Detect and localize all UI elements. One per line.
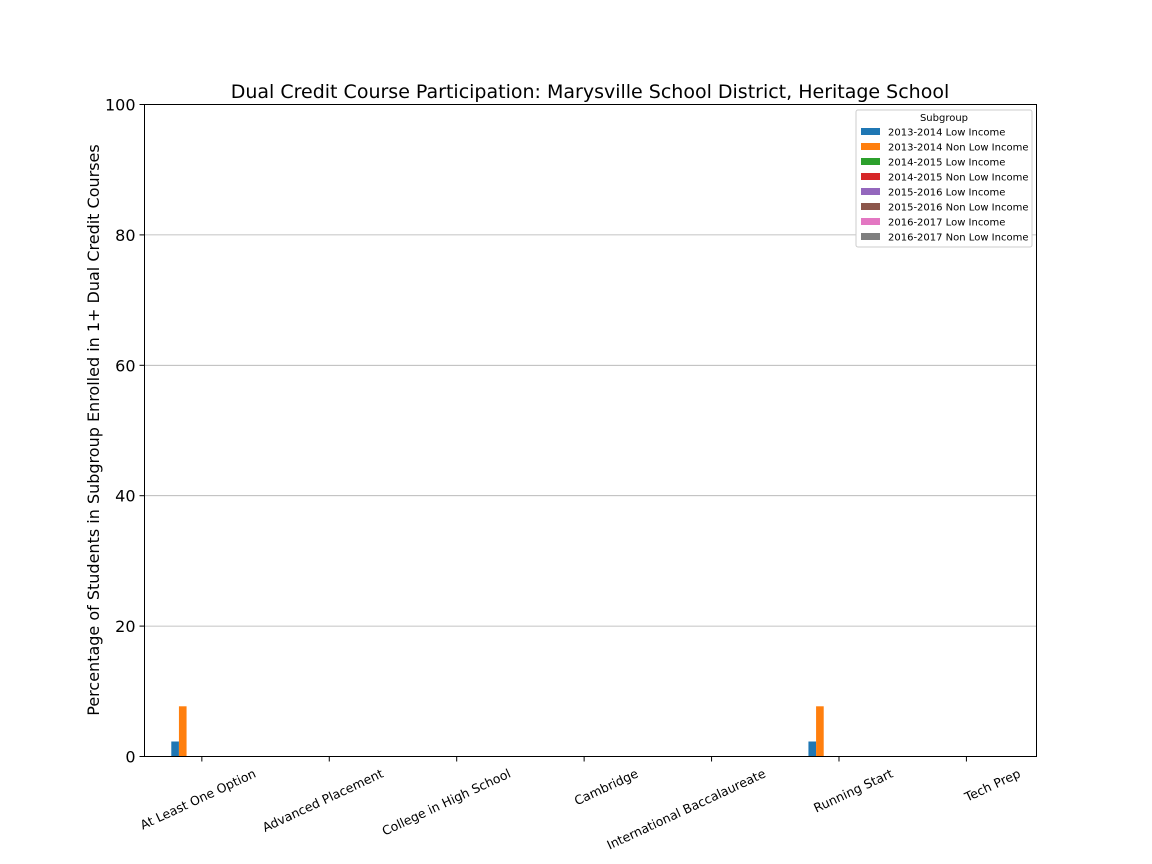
legend-label: 2013-2014 Low Income [888,128,1005,139]
legend-swatch [861,158,880,165]
y-tick-label: 0 [125,748,135,767]
gridlines [144,234,1037,627]
legend-label: 2014-2015 Low Income [888,158,1005,169]
y-tick-label: 40 [115,487,135,506]
legend-label: 2015-2016 Low Income [888,188,1005,199]
y-axis-ticks: 0 20 40 60 80 100 [105,96,145,767]
y-tick-label: 80 [115,226,135,245]
legend-swatch [861,143,880,150]
legend-items: 2013-2014 Low Income 2013-2014 Non Low In… [861,128,1028,244]
legend-swatch [861,173,880,180]
legend-label: 2013-2014 Non Low Income [888,143,1028,154]
legend-swatch [861,128,880,135]
chart-title: Dual Credit Course Participation: Marysv… [231,81,950,103]
plot-area-frame [144,104,1037,757]
bar [808,741,817,757]
legend-swatch [861,218,880,225]
bar [816,706,824,757]
y-tick-label: 20 [115,617,135,636]
legend-label: 2016-2017 Non Low Income [888,233,1028,244]
bar [178,706,187,757]
legend-title: Subgroup [920,113,968,124]
legend: Subgroup 2013-2014 Low Income 2013-2014 N… [855,109,1033,248]
legend-box [855,109,1033,248]
legend-label: 2015-2016 Non Low Income [888,203,1028,214]
bars [171,706,824,757]
legend-swatch [861,233,880,240]
legend-label: 2016-2017 Low Income [888,218,1005,229]
legend-swatch [861,203,880,210]
y-tick-label: 100 [105,96,136,115]
y-axis-label: Percentage of Students in Subgroup Enrol… [84,144,103,715]
y-tick-label: 60 [115,356,135,375]
legend-label: 2014-2015 Non Low Income [888,173,1028,184]
legend-swatch [861,188,880,195]
bar [171,741,179,757]
